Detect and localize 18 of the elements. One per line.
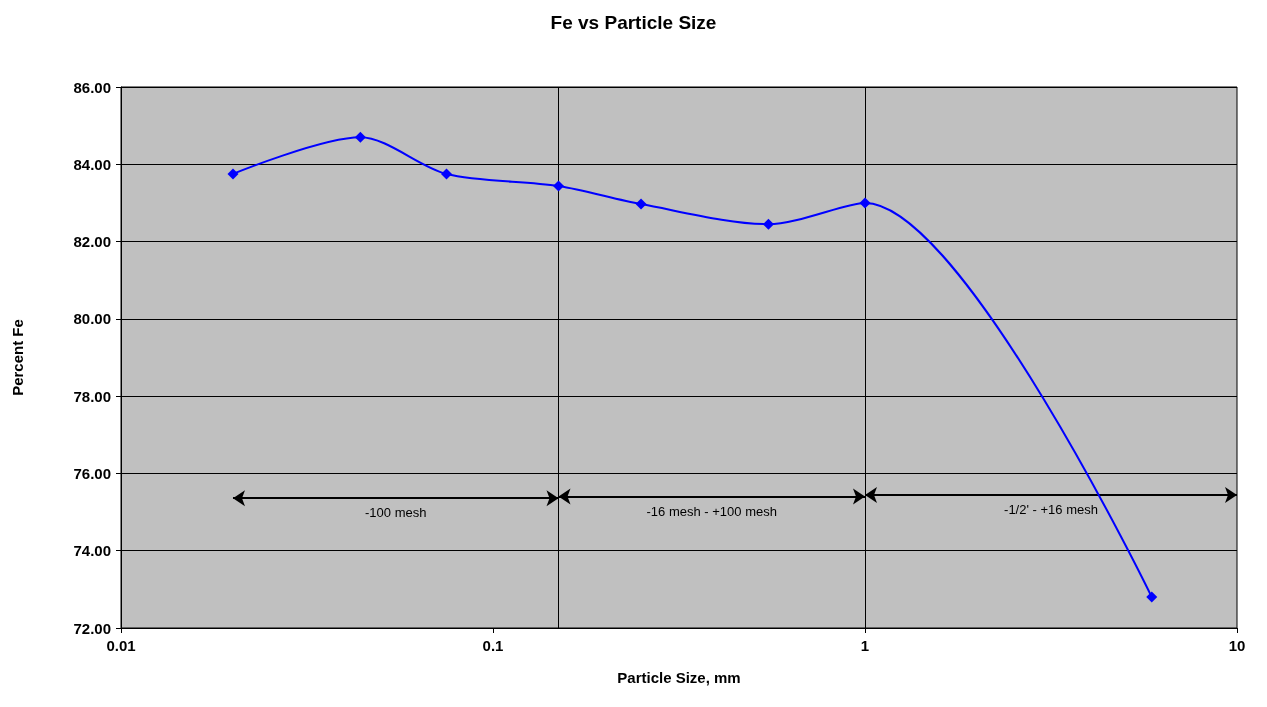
x-tick-label: 1 — [860, 637, 870, 654]
y-tick-label: 80.00 — [73, 310, 111, 328]
y-tick-label: 76.00 — [73, 464, 111, 482]
x-axis-title: Particle Size, mm — [617, 669, 741, 686]
x-tick-label: 0.1 — [482, 637, 504, 654]
x-tick-label: 0.01 — [106, 637, 136, 654]
y-tick-label: 84.00 — [73, 155, 111, 173]
y-axis-title: Percent Fe — [9, 319, 26, 396]
annotation: -16 mesh - +100 mesh — [646, 503, 777, 519]
y-tick-label: 78.00 — [73, 387, 111, 405]
y-tick-label: 86.00 — [73, 78, 111, 96]
y-tick-label: 82.00 — [73, 233, 111, 251]
annotation: -1/2' - +16 mesh — [1004, 501, 1098, 517]
chart-title: Fe vs Particle Size — [550, 12, 717, 33]
y-tick-label: 72.00 — [73, 619, 111, 637]
x-tick-label: 10 — [1228, 637, 1246, 654]
annotation: -100 mesh — [365, 505, 427, 521]
y-tick-label: 74.00 — [73, 542, 111, 560]
